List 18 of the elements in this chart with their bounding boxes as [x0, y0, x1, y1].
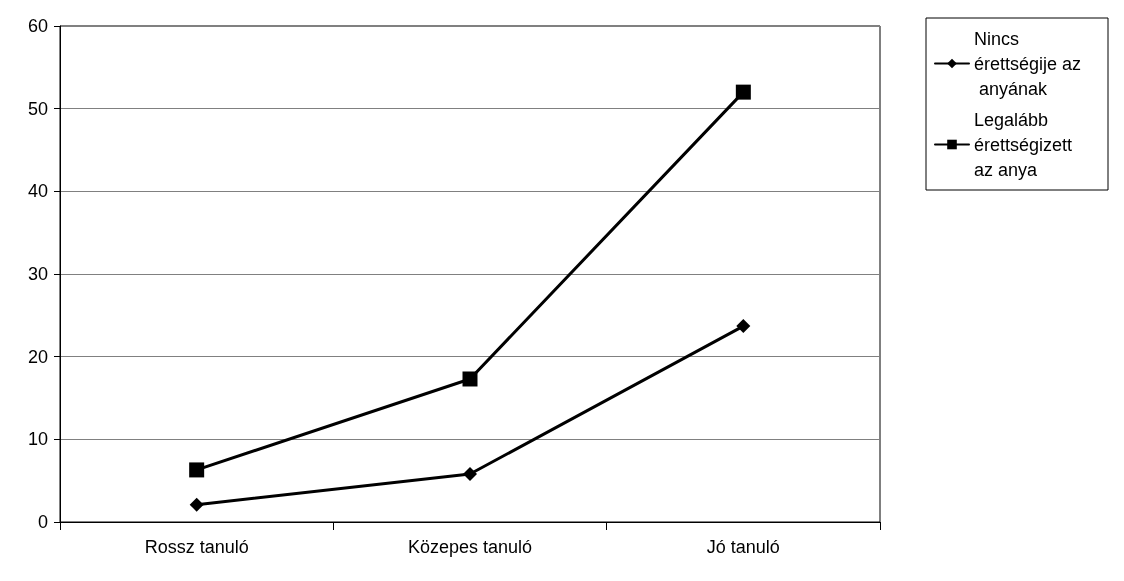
point: [189, 497, 204, 512]
x-tick-label: Rossz tanuló: [144, 537, 249, 557]
x-tick-label: Közepes tanuló: [407, 537, 533, 557]
y-tick-label: 10: [27, 429, 48, 450]
legend-label: Legalább érettségizett az anya: [974, 109, 1078, 180]
point: [736, 319, 751, 334]
x-tick-label: Jó tanuló: [706, 537, 780, 557]
y-tick-label: 40: [27, 181, 48, 202]
y-tick-label: 50: [27, 98, 48, 119]
point: [189, 462, 205, 478]
y-tick-label: 30: [27, 264, 48, 284]
y-tick-label: 0: [37, 512, 48, 532]
point: [735, 84, 751, 100]
point: [462, 371, 478, 387]
legend-label: Nincs érettségije az anyának: [974, 28, 1082, 99]
y-tick-label: 60: [27, 16, 48, 36]
point: [463, 467, 477, 482]
y-tick-label: 20: [27, 346, 48, 367]
